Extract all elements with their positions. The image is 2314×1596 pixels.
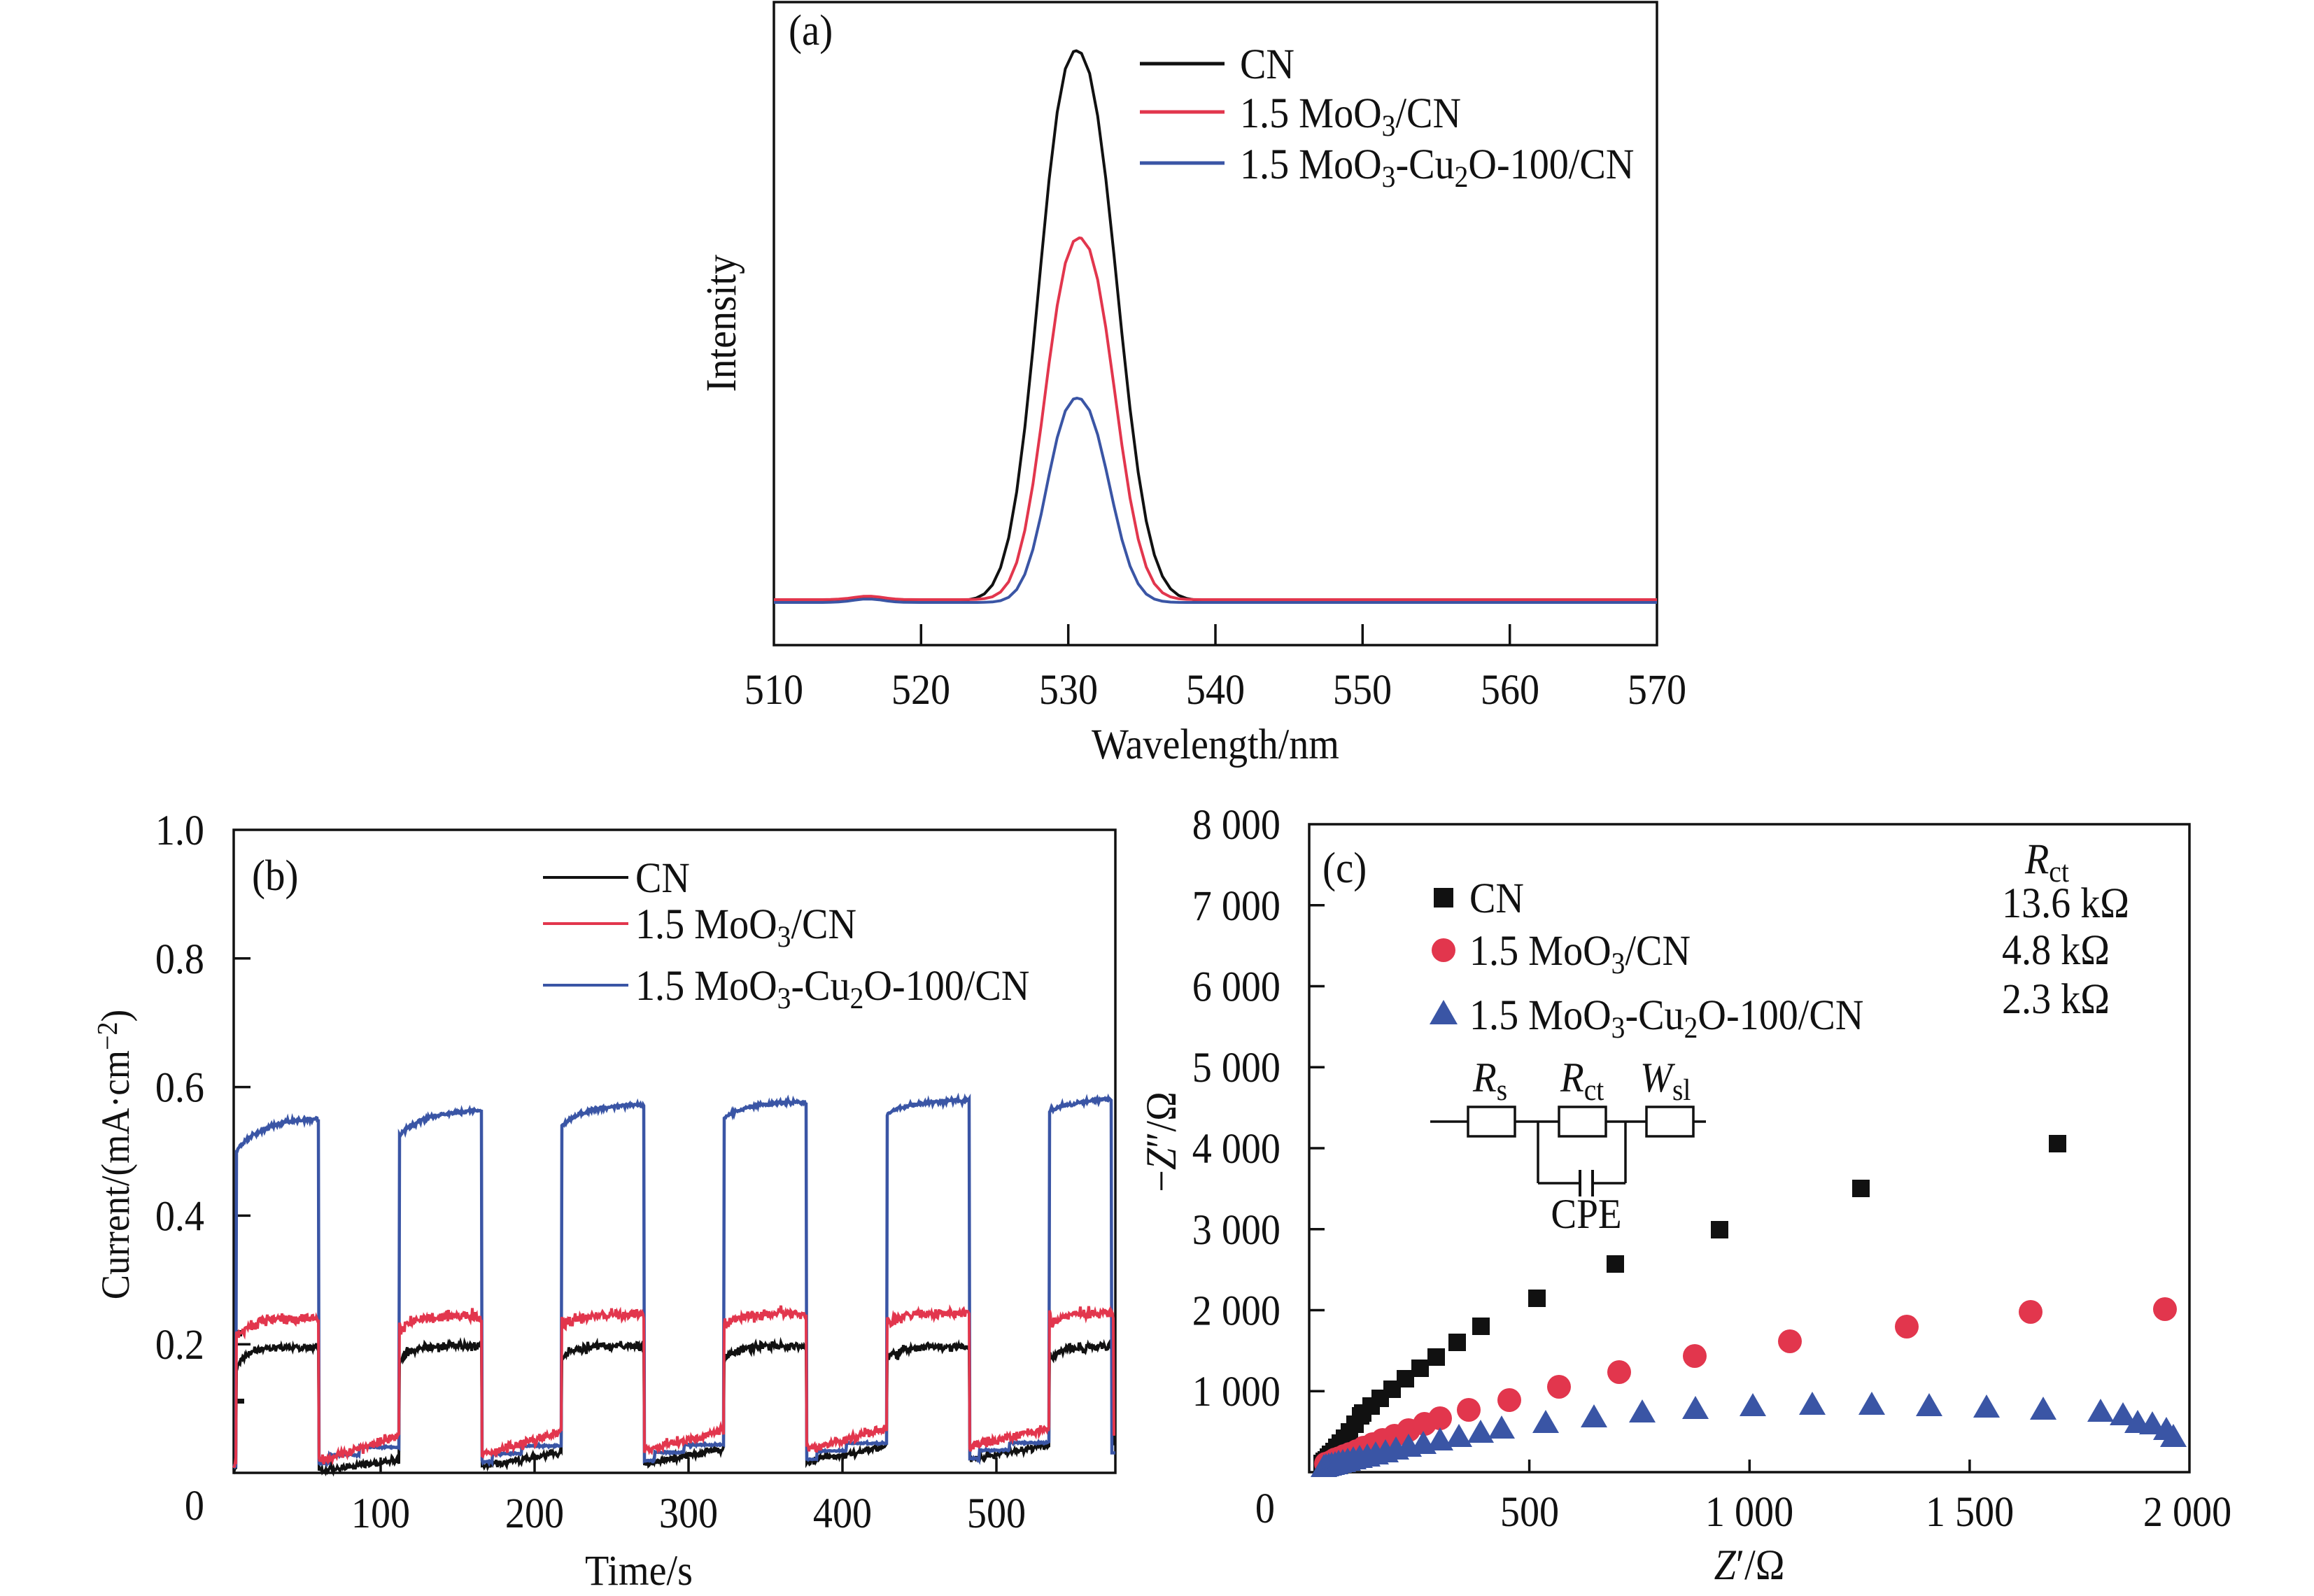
svg-text:Wsl: Wsl bbox=[1640, 1055, 1691, 1106]
svg-text:500: 500 bbox=[1500, 1488, 1559, 1536]
svg-text:13.6 kΩ: 13.6 kΩ bbox=[2002, 880, 2129, 927]
svg-text:500: 500 bbox=[967, 1490, 1026, 1537]
svg-text:8 000: 8 000 bbox=[1192, 801, 1281, 849]
svg-text:Rct: Rct bbox=[2024, 835, 2069, 888]
svg-text:1 500: 1 500 bbox=[1926, 1488, 2014, 1536]
svg-text:1.5 MoO3/CN: 1.5 MoO3/CN bbox=[635, 901, 856, 953]
svg-text:4.8 kΩ: 4.8 kΩ bbox=[2002, 926, 2110, 974]
svg-text:0: 0 bbox=[185, 1482, 204, 1530]
svg-text:CN: CN bbox=[1469, 875, 1524, 922]
svg-text:(a): (a) bbox=[789, 6, 833, 55]
svg-text:400: 400 bbox=[813, 1490, 872, 1537]
svg-text:1 000: 1 000 bbox=[1192, 1368, 1281, 1415]
svg-text:1.5 MoO3/CN: 1.5 MoO3/CN bbox=[1240, 90, 1461, 142]
svg-text:2 000: 2 000 bbox=[2143, 1488, 2231, 1536]
svg-text:520: 520 bbox=[891, 666, 950, 714]
svg-text:300: 300 bbox=[659, 1490, 718, 1537]
svg-text:Wavelength/nm: Wavelength/nm bbox=[1092, 721, 1339, 768]
svg-text:Z′/Ω: Z′/Ω bbox=[1714, 1541, 1785, 1589]
svg-text:7 000: 7 000 bbox=[1192, 882, 1281, 930]
svg-text:1.5 MoO3-Cu2O-100/CN: 1.5 MoO3-Cu2O-100/CN bbox=[1469, 991, 1863, 1044]
svg-text:CN: CN bbox=[635, 854, 690, 902]
svg-text:(b): (b) bbox=[252, 852, 299, 900]
svg-text:3 000: 3 000 bbox=[1192, 1206, 1281, 1254]
svg-text:1.0: 1.0 bbox=[155, 807, 204, 854]
svg-text:570: 570 bbox=[1628, 666, 1686, 714]
svg-text:Time/s: Time/s bbox=[585, 1547, 693, 1595]
svg-text:1.5 MoO3-Cu2O-100/CN: 1.5 MoO3-Cu2O-100/CN bbox=[1240, 141, 1634, 193]
svg-text:200: 200 bbox=[505, 1490, 564, 1537]
svg-text:0.8: 0.8 bbox=[155, 935, 204, 983]
svg-text:Intensity: Intensity bbox=[698, 254, 745, 392]
svg-text:540: 540 bbox=[1186, 666, 1245, 714]
svg-text:CN: CN bbox=[1240, 41, 1294, 88]
svg-text:5 000: 5 000 bbox=[1192, 1044, 1281, 1092]
svg-text:100: 100 bbox=[351, 1490, 410, 1537]
svg-text:−Z″/Ω: −Z″/Ω bbox=[1138, 1092, 1185, 1192]
svg-text:550: 550 bbox=[1333, 666, 1392, 714]
svg-text:0.6: 0.6 bbox=[155, 1064, 204, 1111]
svg-text:0: 0 bbox=[1255, 1485, 1275, 1532]
svg-text:Current/(mA·cm−2): Current/(mA·cm−2) bbox=[92, 1010, 138, 1299]
svg-text:Rct: Rct bbox=[1560, 1055, 1604, 1106]
svg-text:1 000: 1 000 bbox=[1705, 1488, 1793, 1536]
svg-text:1.5 MoO3/CN: 1.5 MoO3/CN bbox=[1469, 927, 1691, 980]
svg-text:0.4: 0.4 bbox=[155, 1192, 204, 1240]
svg-text:4 000: 4 000 bbox=[1192, 1125, 1281, 1173]
svg-text:0.2: 0.2 bbox=[155, 1321, 204, 1369]
svg-text:510: 510 bbox=[745, 666, 803, 714]
svg-text:CPE: CPE bbox=[1551, 1192, 1621, 1238]
svg-text:560: 560 bbox=[1481, 666, 1539, 714]
svg-text:6 000: 6 000 bbox=[1192, 963, 1281, 1010]
svg-text:2 000: 2 000 bbox=[1192, 1287, 1281, 1334]
svg-text:530: 530 bbox=[1039, 666, 1098, 714]
svg-text:2.3 kΩ: 2.3 kΩ bbox=[2002, 975, 2110, 1023]
svg-text:Rs: Rs bbox=[1472, 1055, 1507, 1106]
svg-text:(c): (c) bbox=[1322, 844, 1367, 892]
svg-text:1.5 MoO3-Cu2O-100/CN: 1.5 MoO3-Cu2O-100/CN bbox=[635, 962, 1029, 1015]
